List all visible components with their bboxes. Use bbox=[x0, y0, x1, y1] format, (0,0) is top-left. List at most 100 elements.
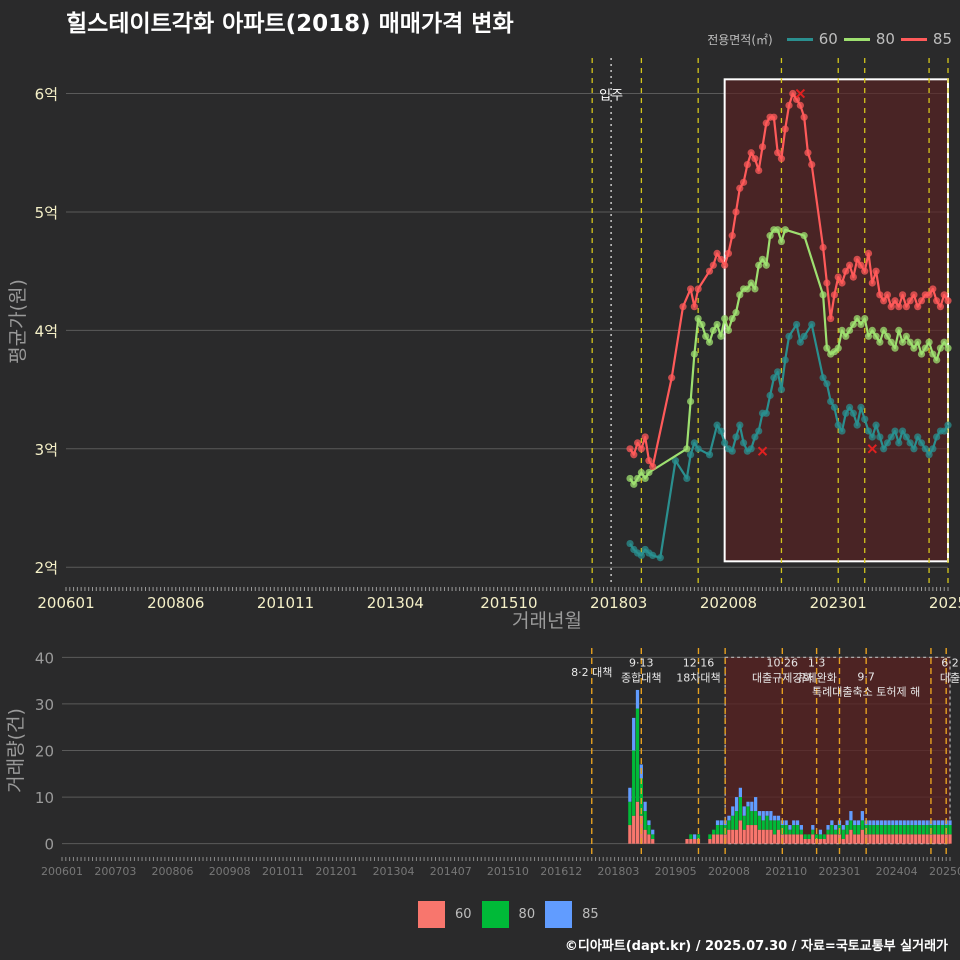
data-point-60 bbox=[883, 439, 892, 447]
bottom-x-tick-label: 201803 bbox=[597, 865, 639, 878]
data-point-85 bbox=[940, 291, 948, 299]
bar-60 bbox=[933, 834, 937, 844]
top-legend-label-85: 85 bbox=[932, 30, 952, 48]
extreme-marker bbox=[867, 444, 877, 454]
data-point-60 bbox=[898, 427, 907, 435]
bar-80 bbox=[738, 797, 743, 821]
data-point-85 bbox=[690, 303, 698, 311]
bar-60 bbox=[841, 839, 845, 844]
data-point-85 bbox=[713, 249, 721, 258]
top-legend-label-60: 60 bbox=[818, 30, 838, 48]
bar-60 bbox=[788, 834, 792, 844]
bottom-x-tick-label: 202404 bbox=[876, 865, 918, 878]
data-point-60 bbox=[728, 447, 736, 455]
data-point-85 bbox=[694, 285, 702, 293]
data-point-60 bbox=[766, 391, 774, 400]
data-point-60 bbox=[694, 445, 702, 453]
bar-60 bbox=[948, 834, 952, 844]
data-point-60 bbox=[925, 451, 933, 459]
bar-85 bbox=[757, 811, 762, 816]
data-point-60 bbox=[762, 409, 770, 417]
data-point-60 bbox=[910, 445, 918, 453]
bar-85 bbox=[635, 689, 640, 709]
data-point-60 bbox=[800, 332, 808, 340]
bar-80 bbox=[917, 825, 922, 835]
data-point-60 bbox=[876, 433, 884, 441]
bar-80 bbox=[883, 825, 887, 835]
bar-85 bbox=[834, 825, 838, 830]
data-point-85 bbox=[649, 462, 657, 471]
data-point-60 bbox=[861, 415, 869, 423]
data-point-60 bbox=[774, 368, 782, 376]
top-x-axis-title: 거래년월 bbox=[512, 610, 582, 632]
bar-80 bbox=[841, 829, 845, 840]
data-point-80 bbox=[774, 226, 782, 234]
policy-annotation: 9·13 bbox=[629, 657, 654, 670]
data-point-80 bbox=[626, 474, 634, 483]
bar-85 bbox=[799, 825, 803, 830]
data-point-60 bbox=[929, 445, 937, 453]
policy-annotation: 대출규제강화 bbox=[752, 672, 813, 685]
data-point-60 bbox=[880, 445, 888, 453]
data-point-60 bbox=[834, 421, 842, 429]
bar-85 bbox=[746, 801, 750, 807]
bar-80 bbox=[891, 825, 895, 835]
data-point-80 bbox=[910, 344, 918, 352]
data-point-80 bbox=[758, 255, 767, 263]
bar-60 bbox=[883, 834, 887, 844]
data-point-85 bbox=[823, 279, 831, 287]
data-point-60 bbox=[944, 421, 952, 429]
bar-80 bbox=[734, 811, 739, 830]
bottom-x-tick-label: 200806 bbox=[152, 865, 194, 878]
data-point-60 bbox=[887, 433, 895, 441]
bar-80 bbox=[826, 829, 830, 835]
bar-85 bbox=[921, 820, 925, 826]
bar-60 bbox=[879, 834, 884, 844]
data-point-85 bbox=[717, 255, 725, 263]
data-point-85 bbox=[857, 261, 865, 269]
data-point-60 bbox=[777, 385, 786, 394]
data-point-60 bbox=[792, 320, 801, 329]
data-point-80 bbox=[823, 344, 831, 352]
data-point-80 bbox=[845, 326, 854, 334]
bar-60 bbox=[898, 834, 903, 844]
bar-60 bbox=[765, 829, 769, 844]
bar-80 bbox=[906, 825, 910, 835]
data-point-85 bbox=[633, 439, 642, 447]
bar-85 bbox=[826, 825, 830, 830]
bar-80 bbox=[731, 815, 735, 830]
bar-60 bbox=[693, 839, 697, 844]
data-point-60 bbox=[770, 374, 778, 382]
bar-60 bbox=[891, 834, 895, 844]
bar-60 bbox=[769, 829, 773, 844]
bar-60 bbox=[830, 834, 834, 844]
top-x-tick-label: 201011 bbox=[257, 594, 314, 612]
data-point-85 bbox=[914, 303, 922, 311]
data-point-60 bbox=[717, 427, 725, 435]
bar-85 bbox=[849, 811, 853, 821]
bar-85 bbox=[769, 811, 773, 821]
bar-85 bbox=[727, 815, 731, 821]
data-point-85 bbox=[724, 249, 733, 258]
bottom-x-tick-label: 201304 bbox=[373, 865, 415, 878]
bar-60 bbox=[834, 834, 838, 844]
data-point-60 bbox=[808, 320, 816, 329]
bar-85 bbox=[719, 820, 723, 826]
bottom-legend-swatch-60 bbox=[418, 901, 445, 928]
bar-85 bbox=[940, 820, 944, 826]
top-x-tick-label: 2025 bbox=[929, 594, 960, 612]
bar-80 bbox=[875, 825, 880, 835]
bar-85 bbox=[868, 820, 872, 826]
bottom-legend-item-85: 85 bbox=[545, 901, 599, 928]
bar-85 bbox=[818, 829, 823, 835]
bar-85 bbox=[651, 829, 655, 835]
bottom-legend-swatch-80 bbox=[481, 901, 509, 928]
data-point-80 bbox=[842, 332, 850, 340]
data-point-60 bbox=[823, 380, 831, 388]
data-point-60 bbox=[739, 439, 748, 447]
bar-80 bbox=[834, 829, 838, 835]
data-point-80 bbox=[705, 338, 714, 346]
top-legend-label-80: 80 bbox=[875, 30, 895, 48]
bar-80 bbox=[925, 825, 929, 835]
top-legend-line-60 bbox=[786, 37, 813, 41]
